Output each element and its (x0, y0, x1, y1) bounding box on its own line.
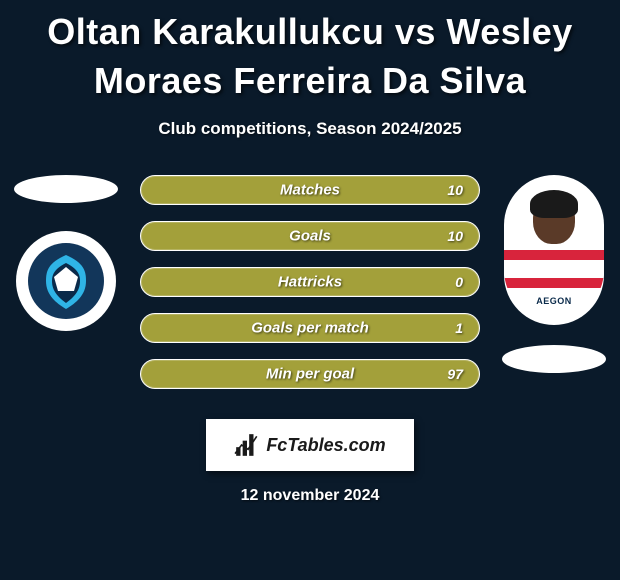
player-left-name-pill (14, 175, 118, 203)
player-right-photo: AEGON (504, 175, 604, 325)
stat-label: Matches (280, 182, 340, 199)
player-left-column (6, 175, 126, 331)
stat-bar-goals-per-match: Goals per match 1 (140, 313, 480, 343)
snapshot-date: 12 november 2024 (0, 487, 620, 505)
stat-value: 1 (455, 320, 463, 336)
page-title: Oltan Karakullukcu vs Wesley Moraes Ferr… (0, 0, 620, 105)
player-right-column: AEGON (494, 175, 614, 373)
stat-value: 10 (447, 182, 463, 198)
player-left-club-badge (16, 231, 116, 331)
comparison-panel: Matches 10 Goals 10 Hattricks 0 Goals pe… (0, 175, 620, 395)
stat-label: Min per goal (266, 366, 354, 383)
stat-label: Goals per match (251, 320, 369, 337)
stat-bars: Matches 10 Goals 10 Hattricks 0 Goals pe… (140, 175, 480, 389)
club-badge-icon (26, 241, 106, 321)
stat-bar-hattricks: Hattricks 0 (140, 267, 480, 297)
stat-value: 10 (447, 228, 463, 244)
bar-chart-icon (234, 432, 260, 458)
jersey-sponsor: AEGON (536, 296, 572, 306)
stat-bar-min-per-goal: Min per goal 97 (140, 359, 480, 389)
stat-value: 0 (455, 274, 463, 290)
player-right-name-pill (502, 345, 606, 373)
stat-value: 97 (447, 366, 463, 382)
fctables-logo: FcTables.com (206, 419, 414, 471)
stat-bar-goals: Goals 10 (140, 221, 480, 251)
subtitle: Club competitions, Season 2024/2025 (0, 119, 620, 139)
stat-label: Hattricks (278, 274, 342, 291)
stat-bar-matches: Matches 10 (140, 175, 480, 205)
stat-label: Goals (289, 228, 331, 245)
logo-text: FcTables.com (266, 435, 385, 456)
